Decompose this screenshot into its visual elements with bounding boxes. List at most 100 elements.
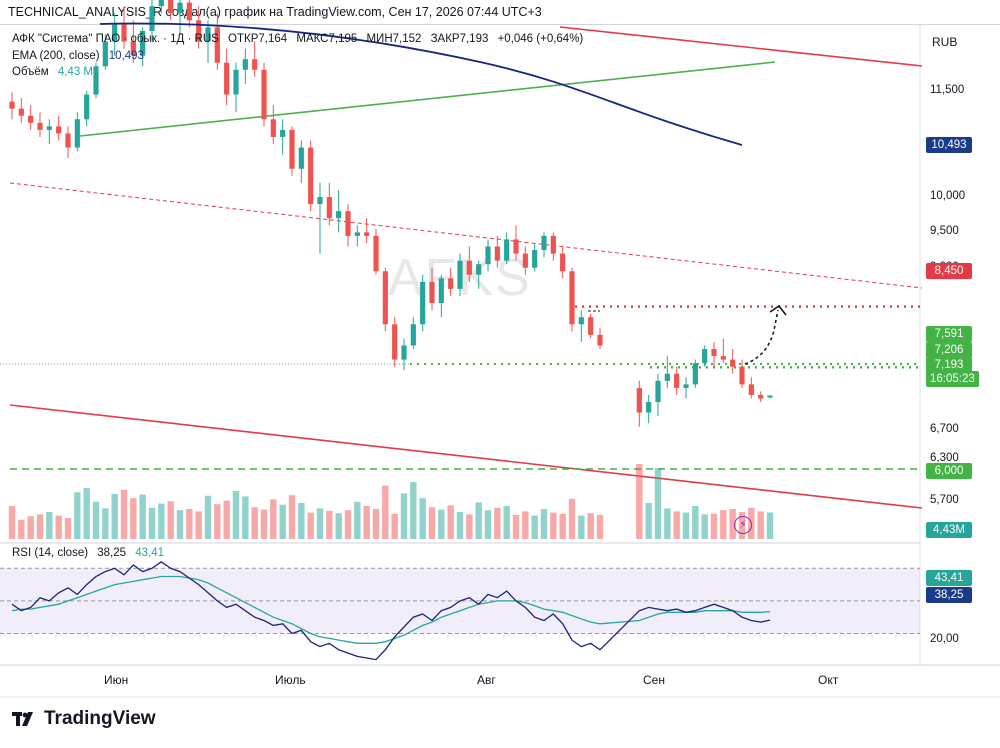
volume-bar — [438, 509, 445, 539]
volume-bar — [242, 496, 249, 539]
legend-close: ЗАКР7,193 — [430, 33, 489, 45]
volume-bar — [766, 512, 774, 539]
price-axis-label: 11,500 — [930, 84, 965, 96]
volume-bar — [167, 501, 174, 539]
rsi-line — [11, 561, 771, 661]
legend-volume-row[interactable]: Объём 4,43 M — [12, 66, 93, 78]
trendlines — [0, 26, 923, 509]
legend-symbol[interactable]: АФК "Система" ПАО · обык. · 1Д · RUS — [12, 33, 219, 45]
candle-body — [767, 395, 773, 398]
rsi-ma-value: 43,41 — [135, 547, 165, 559]
candle-body — [336, 211, 342, 219]
rsi-value: 38,25 — [97, 547, 127, 559]
volume-bar — [344, 510, 352, 539]
candle-body — [401, 345, 407, 360]
volume-bar — [8, 506, 16, 539]
candle-body — [550, 235, 556, 254]
time-axis-label: Окт — [818, 673, 839, 687]
candle-body — [410, 324, 416, 346]
volume-bar — [316, 508, 324, 539]
candle-body — [102, 41, 108, 67]
price-badge: 7,193 — [926, 357, 972, 373]
candle-body — [130, 41, 136, 56]
volume-bar — [540, 509, 548, 539]
volume-bar — [74, 492, 81, 539]
legend-low: МИН7,152 — [366, 33, 422, 45]
candle-body — [674, 373, 680, 388]
time-axis-label: Сен — [643, 673, 665, 687]
candle-body — [429, 281, 435, 304]
candle-body — [588, 317, 594, 335]
volume-bar — [83, 488, 90, 539]
volume-bar — [270, 499, 277, 539]
price-axis-label: 10,000 — [930, 190, 966, 203]
volume-bar — [120, 489, 128, 539]
volume-bar — [673, 511, 680, 539]
tradingview-logo[interactable]: TradingView — [12, 708, 156, 730]
candle-body — [597, 334, 603, 346]
candle-body — [560, 253, 566, 272]
volume-bar — [729, 509, 736, 539]
candle-body — [466, 260, 472, 275]
dashed-resistance-line — [9, 182, 923, 289]
symbol-watermark: AFKS — [388, 249, 532, 307]
legend-symbol-row[interactable]: АФК "Система" ПАО · обык. · 1Д · RUS ОТК… — [12, 33, 589, 45]
candle-body — [37, 122, 43, 130]
ema-200-line — [99, 22, 743, 146]
candle-body — [168, 0, 174, 14]
volume-bar — [456, 512, 464, 539]
candle-body — [56, 126, 62, 134]
legend-high: МАКС7,195 — [296, 33, 358, 45]
volume-bar — [18, 519, 25, 539]
volume-bar — [111, 494, 118, 539]
legend-ohlc: ОТКР7,164 МАКС7,195 МИН7,152 ЗАКР7,193 +… — [228, 33, 589, 45]
candle-body — [448, 278, 454, 289]
candle-body — [748, 384, 754, 395]
candle-body — [720, 356, 726, 360]
candle-body — [578, 317, 584, 325]
price-axis-label: 9,500 — [930, 225, 959, 238]
candle-body — [280, 129, 286, 137]
volume-bar — [130, 498, 137, 539]
volume-bar — [148, 507, 156, 539]
volume-bar — [46, 512, 53, 539]
volume-bar — [682, 512, 690, 539]
candle-body — [758, 394, 764, 399]
candle-body — [121, 23, 127, 42]
candle-body — [140, 30, 146, 56]
volume-bar — [158, 503, 165, 539]
volume-bar — [354, 501, 361, 539]
flash-icon[interactable]: ⚡ — [734, 516, 752, 534]
candle-body — [84, 94, 90, 120]
candle-body — [205, 27, 211, 42]
volume-bar — [636, 464, 643, 539]
candle-body — [65, 133, 71, 148]
price-badge: 8,450 — [926, 263, 972, 279]
volume-bar — [400, 493, 408, 539]
legend-change: +0,046 (+0,64%) — [497, 33, 584, 45]
volume-bar — [466, 514, 473, 539]
volume-bar — [531, 515, 538, 539]
legend-ema-row[interactable]: EMA (200, close) 10,493 — [12, 50, 144, 62]
candle-body — [420, 281, 426, 325]
volume-bar — [223, 500, 230, 539]
volume-bar — [757, 511, 764, 539]
price-badge: 7,591 — [926, 326, 972, 342]
volume-bar — [55, 515, 62, 539]
volume-bar — [664, 508, 671, 539]
volume-bar — [587, 513, 594, 539]
volume-bar — [251, 507, 258, 539]
candle-body — [233, 69, 239, 95]
candle-body — [326, 197, 332, 219]
volume-bar — [710, 513, 718, 539]
rsi-legend[interactable]: RSI (14, close) 38,25 43,41 — [12, 547, 164, 559]
rsi-ma-line — [11, 575, 771, 644]
currency-label[interactable]: RUB — [932, 35, 958, 49]
volume-bar — [596, 515, 604, 539]
candle-body — [224, 62, 230, 95]
candle-body — [252, 59, 258, 70]
tradingview-brand: TradingView — [44, 708, 156, 729]
candle-body — [636, 387, 642, 413]
volume-bar — [232, 491, 240, 539]
